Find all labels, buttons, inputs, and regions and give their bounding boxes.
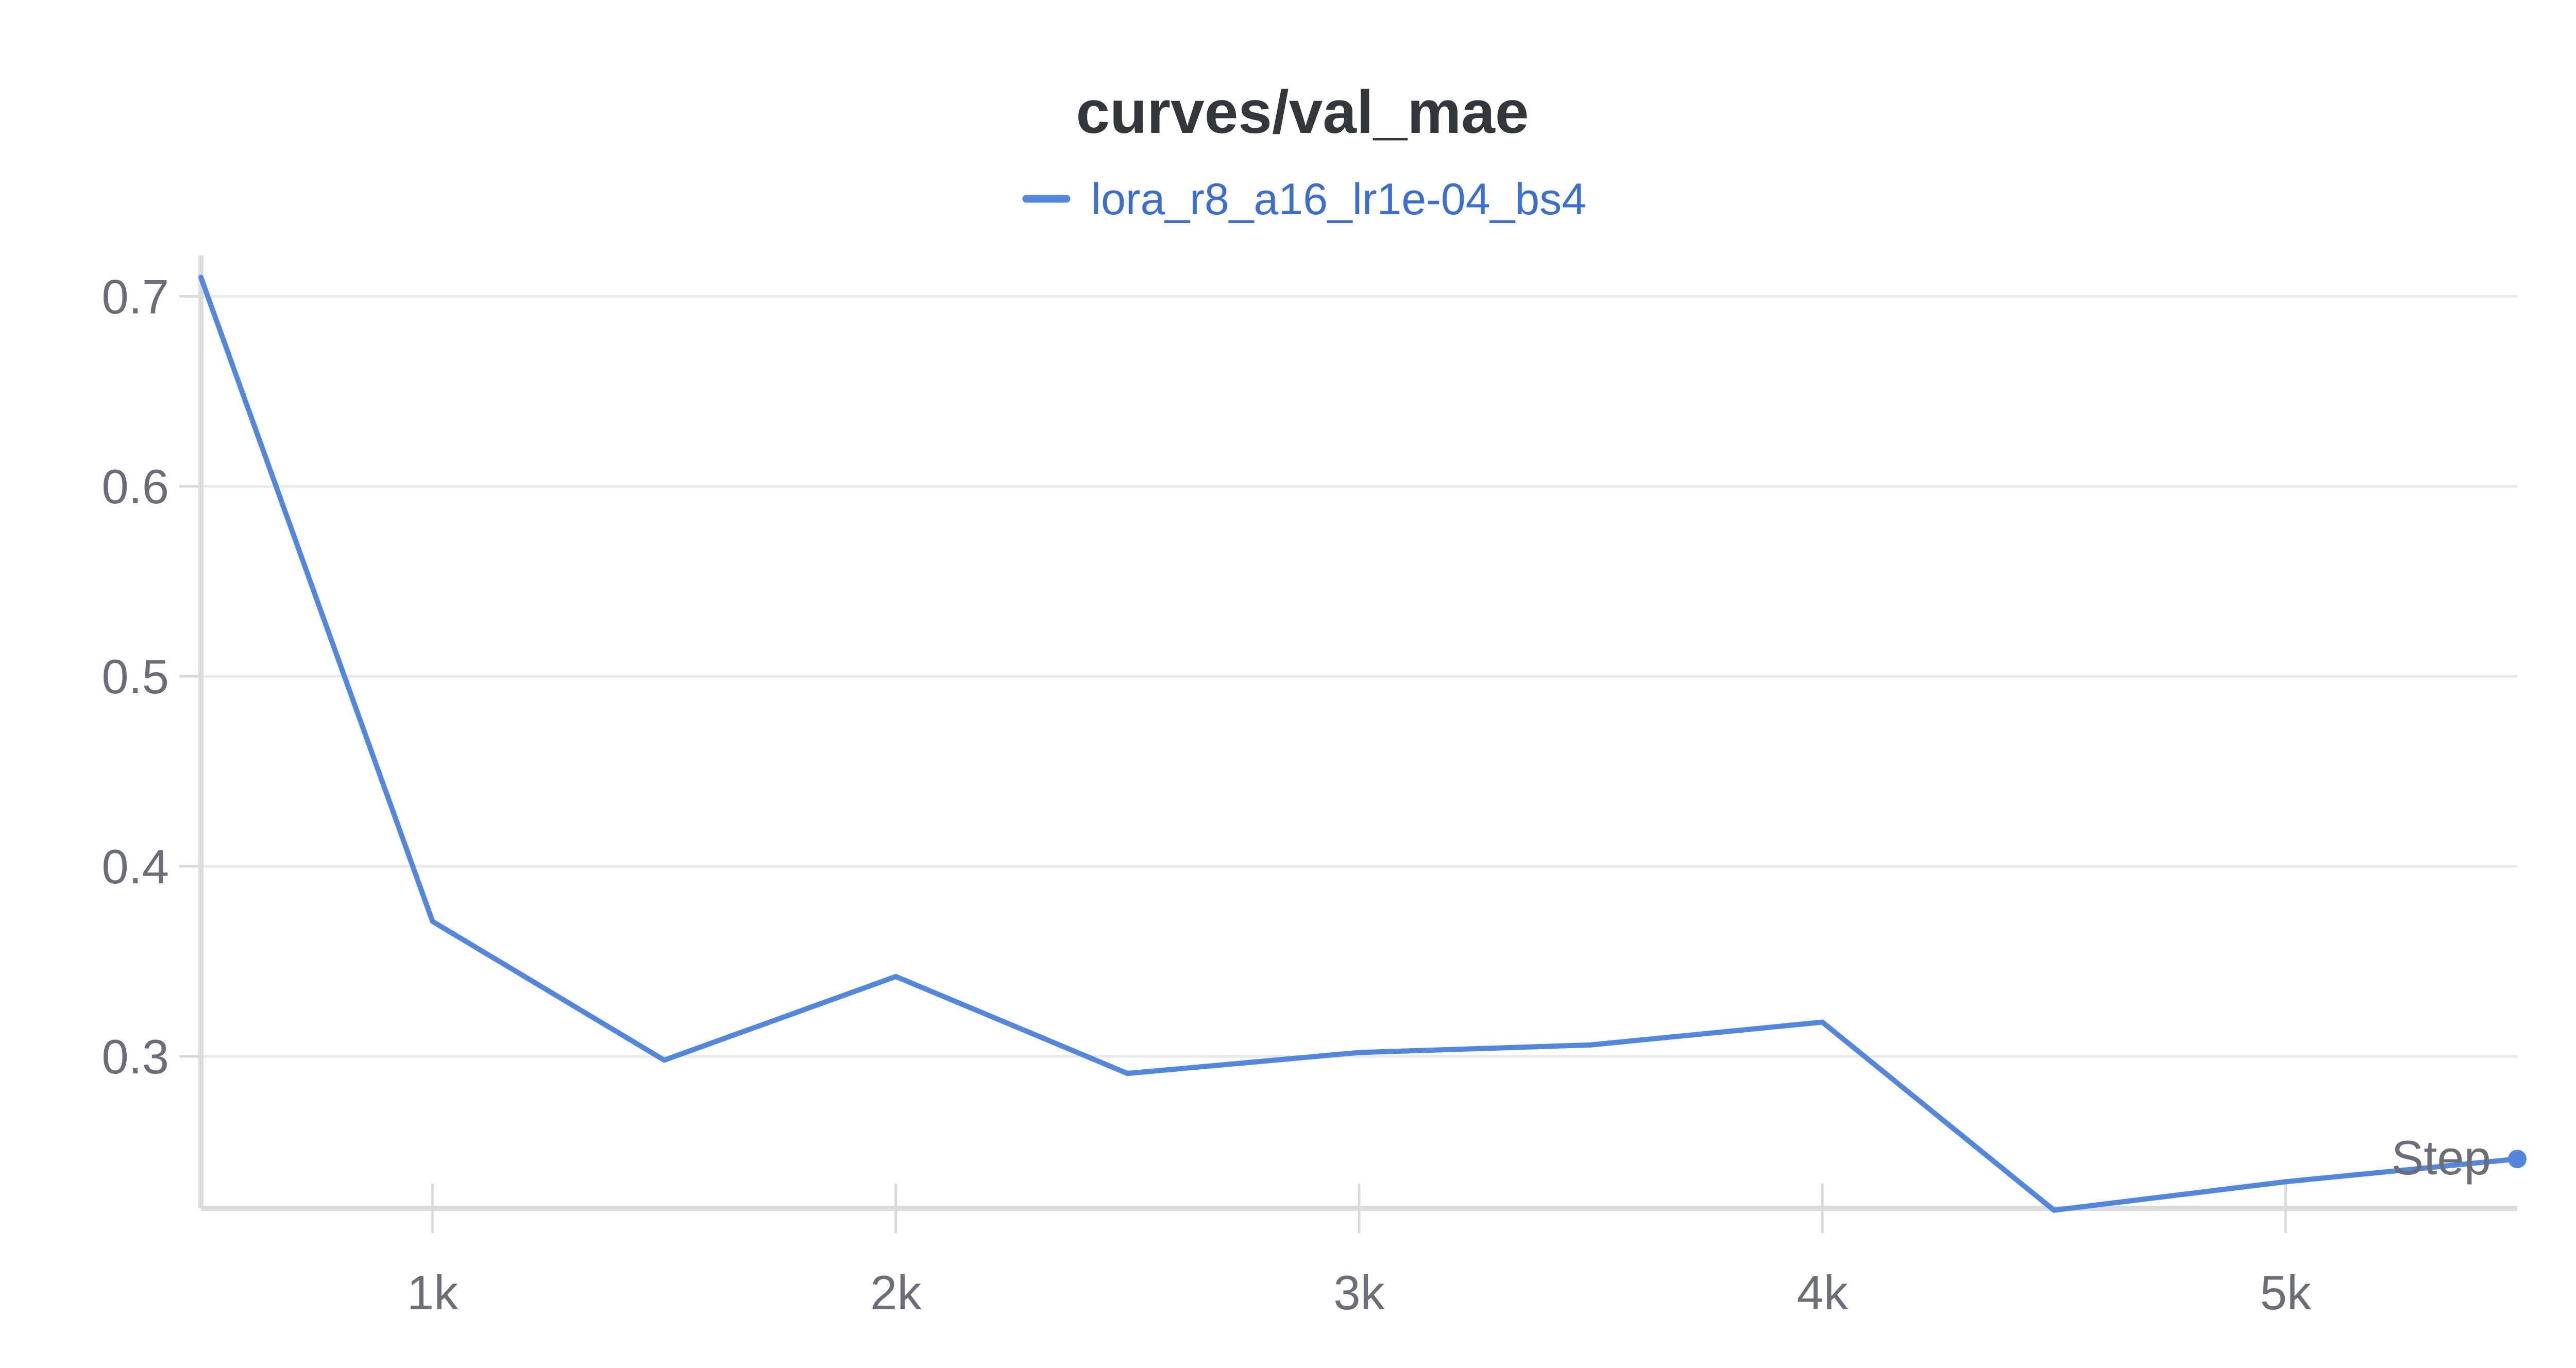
x-tick-label-3: 4k — [1797, 1266, 1849, 1320]
chart-title: curves/val_mae — [1076, 78, 1529, 146]
y-tick-label-1: 0.4 — [101, 840, 169, 894]
y-tick-label-2: 0.5 — [101, 649, 169, 704]
x-tick-label-2: 3k — [1333, 1266, 1385, 1320]
legend: lora_r8_a16_lr1e-04_bs4 — [1022, 175, 1586, 224]
y-tick-label-0: 0.3 — [101, 1030, 169, 1084]
grid — [201, 295, 2517, 1058]
axes — [179, 255, 2517, 1233]
y-tick-label-3: 0.6 — [101, 459, 169, 514]
legend-label-series-0: lora_r8_a16_lr1e-04_bs4 — [1091, 175, 1586, 224]
x-tick-label-0: 1k — [407, 1266, 459, 1320]
y-tick-label-4: 0.7 — [101, 269, 169, 323]
x-tick-label-1: 2k — [870, 1266, 922, 1320]
x-axis-label: Step — [2392, 1131, 2491, 1185]
x-tick-label-4: 5k — [2260, 1266, 2312, 1320]
series-line-0 — [198, 275, 2520, 1213]
tick-labels: 0.3 0.4 0.5 0.6 0.7 1k 2k 3k 4k 5k — [101, 269, 2312, 1320]
series-end-point-0 — [2508, 1150, 2527, 1169]
series-layer — [198, 275, 2527, 1213]
